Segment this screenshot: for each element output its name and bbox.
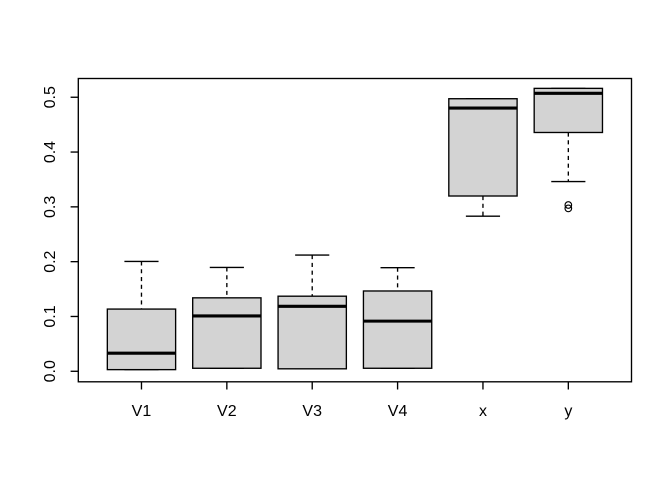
box-V2 [192,297,262,369]
x-axis-label-x: x [479,403,487,420]
y-axis-label-0.5: 0.5 [42,86,59,108]
box-x [448,98,518,197]
x-axis-label-V4: V4 [388,403,408,420]
y-axis-label-0.4: 0.4 [42,141,59,163]
plot-border [77,77,633,383]
outlier-y-0 [564,201,573,209]
y-axis-label-0.2: 0.2 [42,250,59,272]
x-axis-label-V2: V2 [217,403,237,420]
y-axis-label-0.3: 0.3 [42,196,59,218]
box-V3 [277,295,348,370]
box-V1 [106,308,177,371]
y-axis-label-0.0: 0.0 [42,360,59,382]
box-y [533,87,604,134]
y-axis-label-0.1: 0.1 [42,305,59,327]
x-axis-label-V3: V3 [302,403,322,420]
x-axis-label-V1: V1 [132,403,152,420]
outlier-y-1 [564,204,573,213]
x-axis-label-y: y [564,403,572,420]
box-V4 [362,290,433,369]
